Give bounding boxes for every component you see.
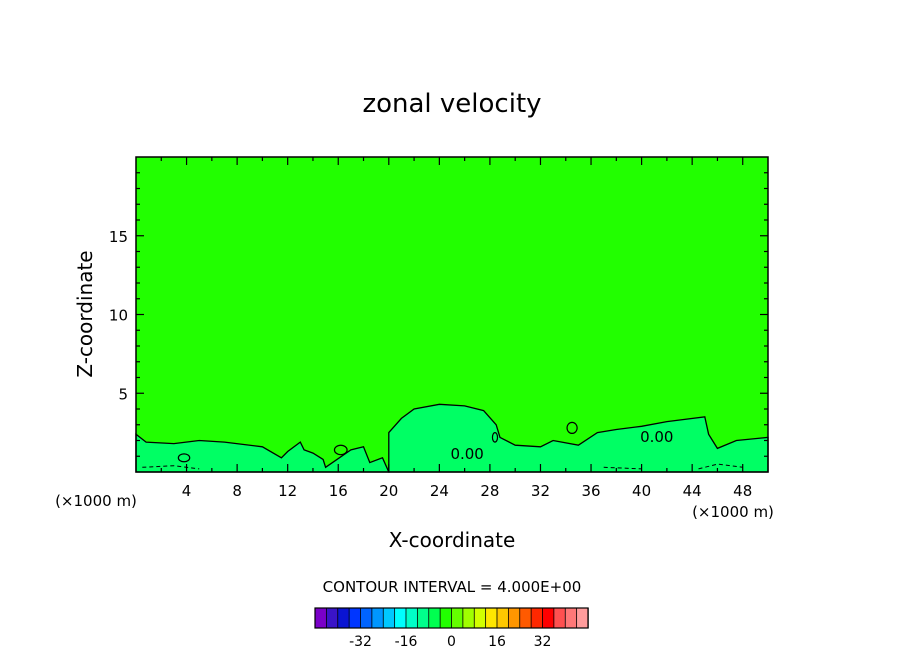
y-tick-label: 10 [109,307,128,325]
y-tick-labels: 5 10 15 [109,228,128,404]
x-tick-label: 8 [232,482,242,500]
contour-island-2 [333,444,348,456]
colorbar-swatch [473,607,487,629]
x-tick-label: 32 [531,482,550,500]
colorbar-swatch [348,607,362,629]
x-units-right: (×1000 m) [692,503,774,521]
x-tick-label: 28 [480,482,499,500]
axis-ticks [136,157,768,472]
colorbar-swatch [371,607,384,629]
negative-contours [142,463,743,470]
x-tick-label: 4 [182,482,192,500]
colorbar-tick-label: -16 [395,634,418,650]
colorbar-swatch [542,607,555,629]
y-axis-label: Z-coordinate [73,250,97,377]
contour-interval-text: CONTOUR INTERVAL = 4.000E+00 [323,578,582,596]
dashed-contour-1 [142,465,200,470]
colorbar-swatch [394,607,407,629]
colorbar-frame [314,607,589,629]
colorbar-tick-labels: -32 -16 0 16 32 [349,634,551,650]
plot-area [135,156,769,473]
x-tick-label: 12 [278,482,297,500]
x-units-left: (×1000 m) [55,492,137,510]
colorbar-swatch [496,607,510,629]
colorbar-tick-label: 16 [488,634,506,650]
dashed-contour-3 [698,463,743,470]
colorbar-tick-label: 32 [534,634,552,650]
contour-island-1 [177,453,191,463]
x-tick-labels: 4 8 12 16 20 24 28 32 36 40 44 48 [182,482,752,500]
colorbar-swatch [439,607,453,629]
dashed-contour-2 [603,466,642,470]
x-axis-label: X-coordinate [389,528,516,552]
contour-region-1 [135,432,390,473]
colorbar-swatch [337,607,350,629]
colorbar-tick-label: -32 [349,634,372,650]
y-tick-label: 5 [118,385,128,403]
contour-island-3 [566,421,578,435]
colorbar-swatch [405,607,419,629]
colorbar-swatch [462,607,475,629]
colorbar-swatch [314,607,328,629]
colorbar-swatch [416,607,430,629]
contour-island-4 [491,432,499,443]
colorbar-tick-label: 0 [447,634,456,650]
contour-region-2 [388,403,769,473]
colorbar-swatch [564,607,578,629]
colorbar-swatch [485,607,498,629]
colorbar-swatch [507,607,521,629]
chart-title: zonal velocity [362,89,541,119]
contour-regions [135,403,769,473]
colorbar-swatch [576,607,589,629]
colorbar [314,607,589,629]
colorbar-swatch [428,607,441,629]
x-tick-label: 24 [430,482,449,500]
x-tick-label: 44 [683,482,702,500]
colorbar-swatch [360,607,373,629]
contour-labels: 0.00 0.00 [450,428,673,463]
x-tick-label: 40 [632,482,651,500]
contour-value-label: 0.00 [640,428,673,446]
colorbar-swatch [553,607,566,629]
x-tick-label: 16 [329,482,348,500]
colorbar-swatch [382,607,396,629]
x-tick-label: 20 [379,482,398,500]
colorbar-swatch [325,607,339,629]
x-tick-label: 36 [581,482,600,500]
x-tick-label: 48 [733,482,752,500]
colorbar-swatch [530,607,544,629]
colorbar-swatch [451,607,464,629]
contour-value-label: 0.00 [450,445,483,463]
colorbar-swatch [519,607,532,629]
y-tick-label: 15 [109,228,128,246]
